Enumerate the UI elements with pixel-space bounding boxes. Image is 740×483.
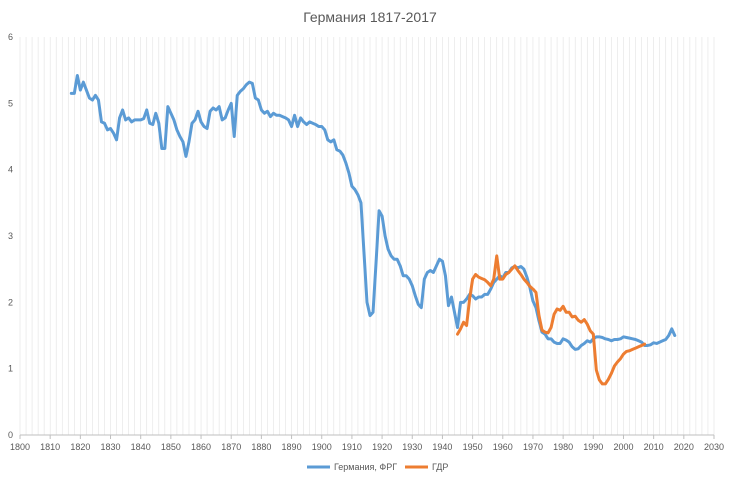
x-tick-label: 1830	[101, 442, 121, 452]
x-tick-label: 1890	[282, 442, 302, 452]
y-tick-label: 3	[8, 231, 13, 241]
x-tick-label: 1910	[342, 442, 362, 452]
x-tick-label: 1990	[583, 442, 603, 452]
x-tick-label: 2010	[644, 442, 664, 452]
grid-lines	[19, 37, 715, 435]
x-tick-label: 1900	[312, 442, 332, 452]
x-tick-label: 1860	[191, 442, 211, 452]
x-tick-label: 2020	[674, 442, 694, 452]
y-tick-label: 1	[8, 364, 13, 374]
y-tick-label: 2	[8, 297, 13, 307]
axes: 1800 1810 1820 1830 1840 1850 1860 1870 1880 1890…	[8, 32, 724, 452]
legend-label-series-1: Германия, ФРГ	[334, 462, 397, 472]
legend-label-series-2: ГДР	[432, 462, 448, 472]
x-tick-label: 1850	[161, 442, 181, 452]
x-tick-label: 1820	[70, 442, 90, 452]
legend: Германия, ФРГ ГДР	[307, 462, 448, 472]
x-tick-label: 1880	[251, 442, 271, 452]
y-tick-label: 6	[8, 32, 13, 42]
chart-title: Германия 1817-2017	[303, 9, 437, 25]
x-tick-label: 2030	[704, 442, 724, 452]
x-tick-label: 1840	[131, 442, 151, 452]
x-tick-label: 1930	[402, 442, 422, 452]
x-tick-label: 1920	[372, 442, 392, 452]
x-tick-label: 1800	[10, 442, 30, 452]
x-tick-label: 1960	[493, 442, 513, 452]
x-tick-label: 1810	[40, 442, 60, 452]
y-tick-label: 4	[8, 165, 13, 175]
x-tick-label: 1870	[221, 442, 241, 452]
series-line-2	[456, 254, 647, 386]
series-layer	[69, 73, 677, 386]
x-tick-label: 1940	[432, 442, 452, 452]
x-tick-label: 2000	[613, 442, 633, 452]
x-tick-label: 1950	[463, 442, 483, 452]
y-tick-label: 0	[8, 430, 13, 440]
series-line-1	[69, 73, 677, 351]
x-tick-label: 1980	[553, 442, 573, 452]
y-tick-label: 5	[8, 98, 13, 108]
x-tick-label: 1970	[523, 442, 543, 452]
